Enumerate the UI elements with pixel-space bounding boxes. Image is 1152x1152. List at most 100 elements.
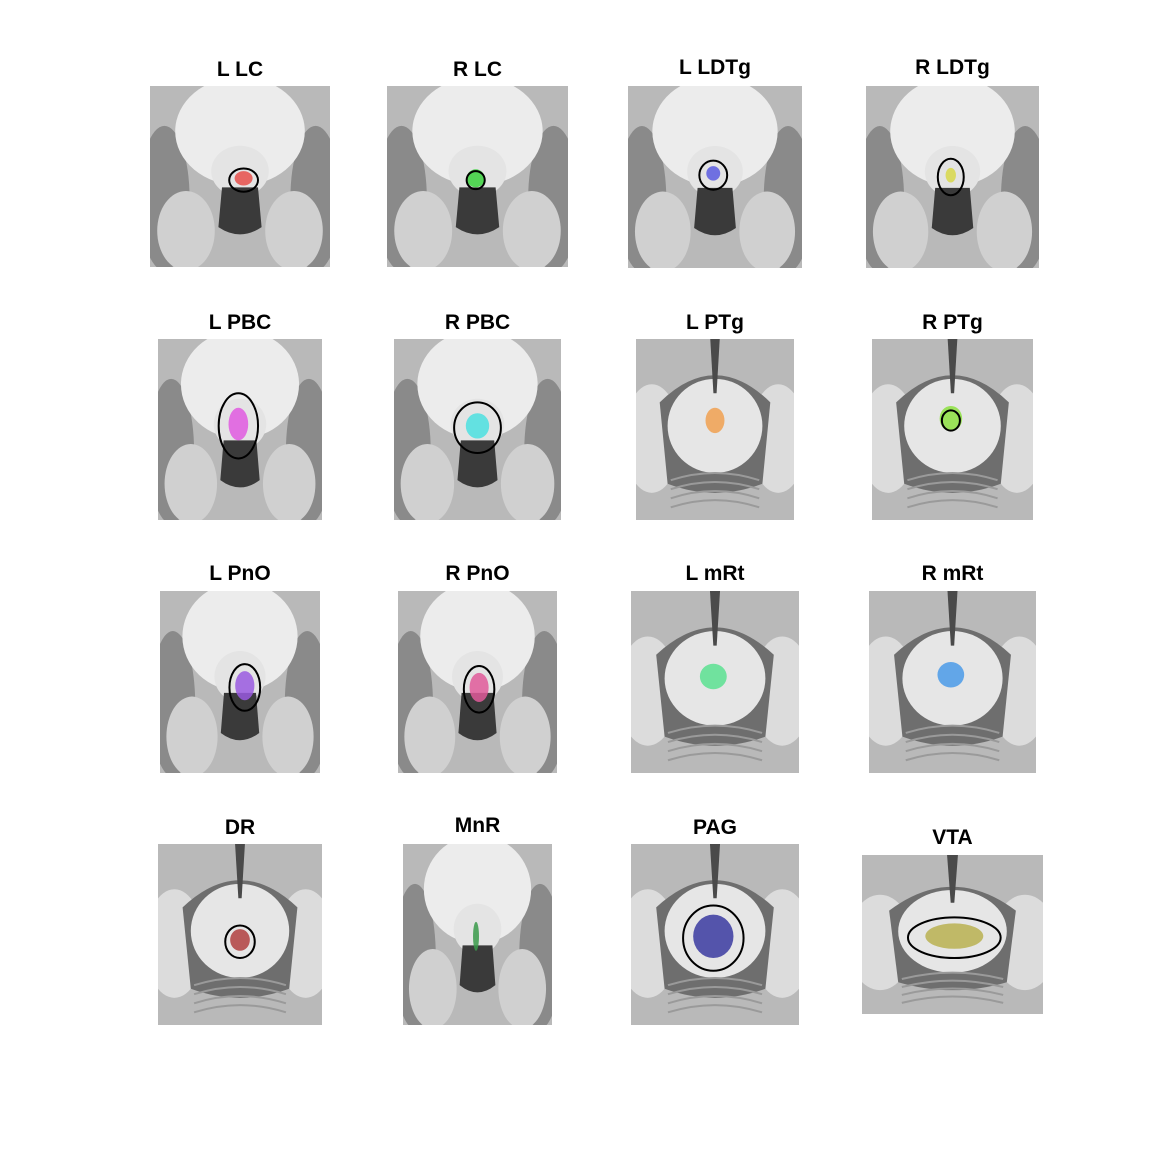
fourth-ventricle: [455, 187, 500, 235]
brain-slice-image: [160, 591, 320, 773]
panel-l-ldtg: L LDTg: [628, 56, 802, 268]
panel-r-ptg: R PTg: [872, 309, 1033, 521]
region-of-interest: [945, 167, 956, 183]
region-of-interest: [473, 921, 479, 951]
pons-bulb: [420, 591, 535, 692]
panel-r-lc: R LC: [387, 56, 568, 268]
tissue-fold: [502, 190, 561, 267]
panel-l-pno: L PnO: [160, 560, 320, 774]
tissue-fold: [157, 190, 215, 267]
panel-title: L PBC: [208, 311, 272, 334]
brain-slice-image: [631, 591, 799, 773]
pons-bulb: [890, 86, 1015, 187]
panel-dr: DR: [158, 814, 322, 1026]
panel-title: MnR: [454, 814, 501, 837]
brain-slice-image: [387, 86, 568, 267]
midline-cleft: [947, 339, 958, 394]
brain-slice-image: [403, 844, 552, 1025]
panel-l-ptg: L PTg: [636, 309, 794, 521]
pons-bulb: [175, 86, 305, 186]
cerebellar-folia: [193, 976, 287, 987]
brain-slice-image: [869, 591, 1036, 773]
brain-slice-image: [636, 339, 794, 520]
cerebellar-folia: [193, 995, 287, 1005]
cerebellar-folia: [907, 471, 998, 482]
region-of-interest: [706, 166, 721, 181]
cerebellar-folia: [667, 751, 763, 762]
tissue-fold: [404, 696, 456, 773]
brain-slice-image: [158, 339, 322, 520]
panel-mnr: MnR: [403, 814, 552, 1026]
cerebellar-folia: [193, 1004, 287, 1014]
cerebellar-folia: [667, 742, 763, 753]
cerebellar-folia: [905, 733, 1000, 744]
fourth-ventricle: [457, 440, 498, 488]
region-of-interest: [937, 661, 965, 688]
panel-title: PAG: [693, 816, 737, 839]
fourth-ventricle: [218, 187, 262, 235]
panel-l-lc: L LC: [150, 56, 330, 268]
panel-title: R PnO: [445, 562, 510, 585]
brain-slice-image: [872, 339, 1033, 520]
region-of-interest: [466, 169, 485, 188]
panel-r-pbc: R PBC: [394, 309, 561, 521]
pons-bulb: [180, 339, 300, 439]
tissue-fold: [634, 191, 691, 268]
cerebellar-folia: [667, 976, 763, 987]
region-of-interest: [469, 672, 489, 703]
panel-vta: VTA: [862, 824, 1043, 1016]
region-of-interest: [234, 171, 253, 186]
brain-slice-image: [158, 844, 322, 1025]
panel-title: DR: [224, 816, 256, 839]
panel-title: L LDTg: [679, 56, 751, 79]
tissue-fold: [499, 696, 551, 773]
tissue-fold: [394, 190, 453, 267]
region-outline: [224, 924, 256, 960]
panel-title: L PTg: [686, 311, 744, 334]
cerebellar-folia: [667, 985, 763, 996]
cerebellar-folia: [667, 733, 763, 744]
tissue-fold: [872, 191, 929, 268]
cerebellar-folia: [670, 499, 760, 509]
region-of-interest: [235, 671, 255, 701]
tissue-fold: [400, 443, 455, 520]
tissue-fold: [265, 190, 323, 267]
brainstem-core: [211, 145, 269, 197]
brain-slice-image: [866, 86, 1039, 268]
fourth-ventricle: [220, 692, 260, 741]
brain-slice-image: [631, 844, 799, 1025]
cerebellar-folia: [905, 724, 1000, 734]
region-outline: [698, 159, 729, 191]
midline-cleft: [235, 844, 245, 899]
tissue-fold: [262, 696, 314, 773]
pons-bulb: [182, 591, 298, 692]
cerebellar-folia: [667, 1004, 763, 1014]
panel-title: L LC: [216, 58, 264, 81]
region-of-interest: [465, 413, 490, 439]
fourth-ventricle: [459, 945, 496, 993]
midline-cleft: [947, 591, 958, 646]
panel-title: R LDTg: [915, 56, 990, 79]
pons-bulb: [652, 86, 778, 187]
fourth-ventricle: [931, 187, 974, 236]
panel-title: R PTg: [922, 311, 983, 334]
region-of-interest: [693, 914, 734, 959]
cerebellar-folia: [667, 724, 763, 734]
midline-cleft: [710, 339, 720, 394]
region-outline: [682, 904, 745, 972]
cerebellar-folia: [901, 979, 1004, 988]
region-outline: [462, 664, 496, 714]
cerebellar-folia: [901, 971, 1004, 980]
brain-slice-image: [862, 855, 1043, 1014]
panel-title: L mRt: [685, 562, 745, 585]
region-outline: [936, 157, 965, 197]
region-outline: [906, 916, 1002, 960]
cerebellar-folia: [907, 480, 998, 491]
region-of-interest: [230, 929, 250, 951]
panel-l-mrt: L mRt: [631, 560, 799, 774]
cerebellar-folia: [905, 742, 1000, 753]
tissue-fold: [262, 443, 316, 520]
region-of-interest: [699, 663, 727, 690]
region-of-interest: [705, 407, 725, 434]
cerebellar-folia: [670, 471, 760, 482]
